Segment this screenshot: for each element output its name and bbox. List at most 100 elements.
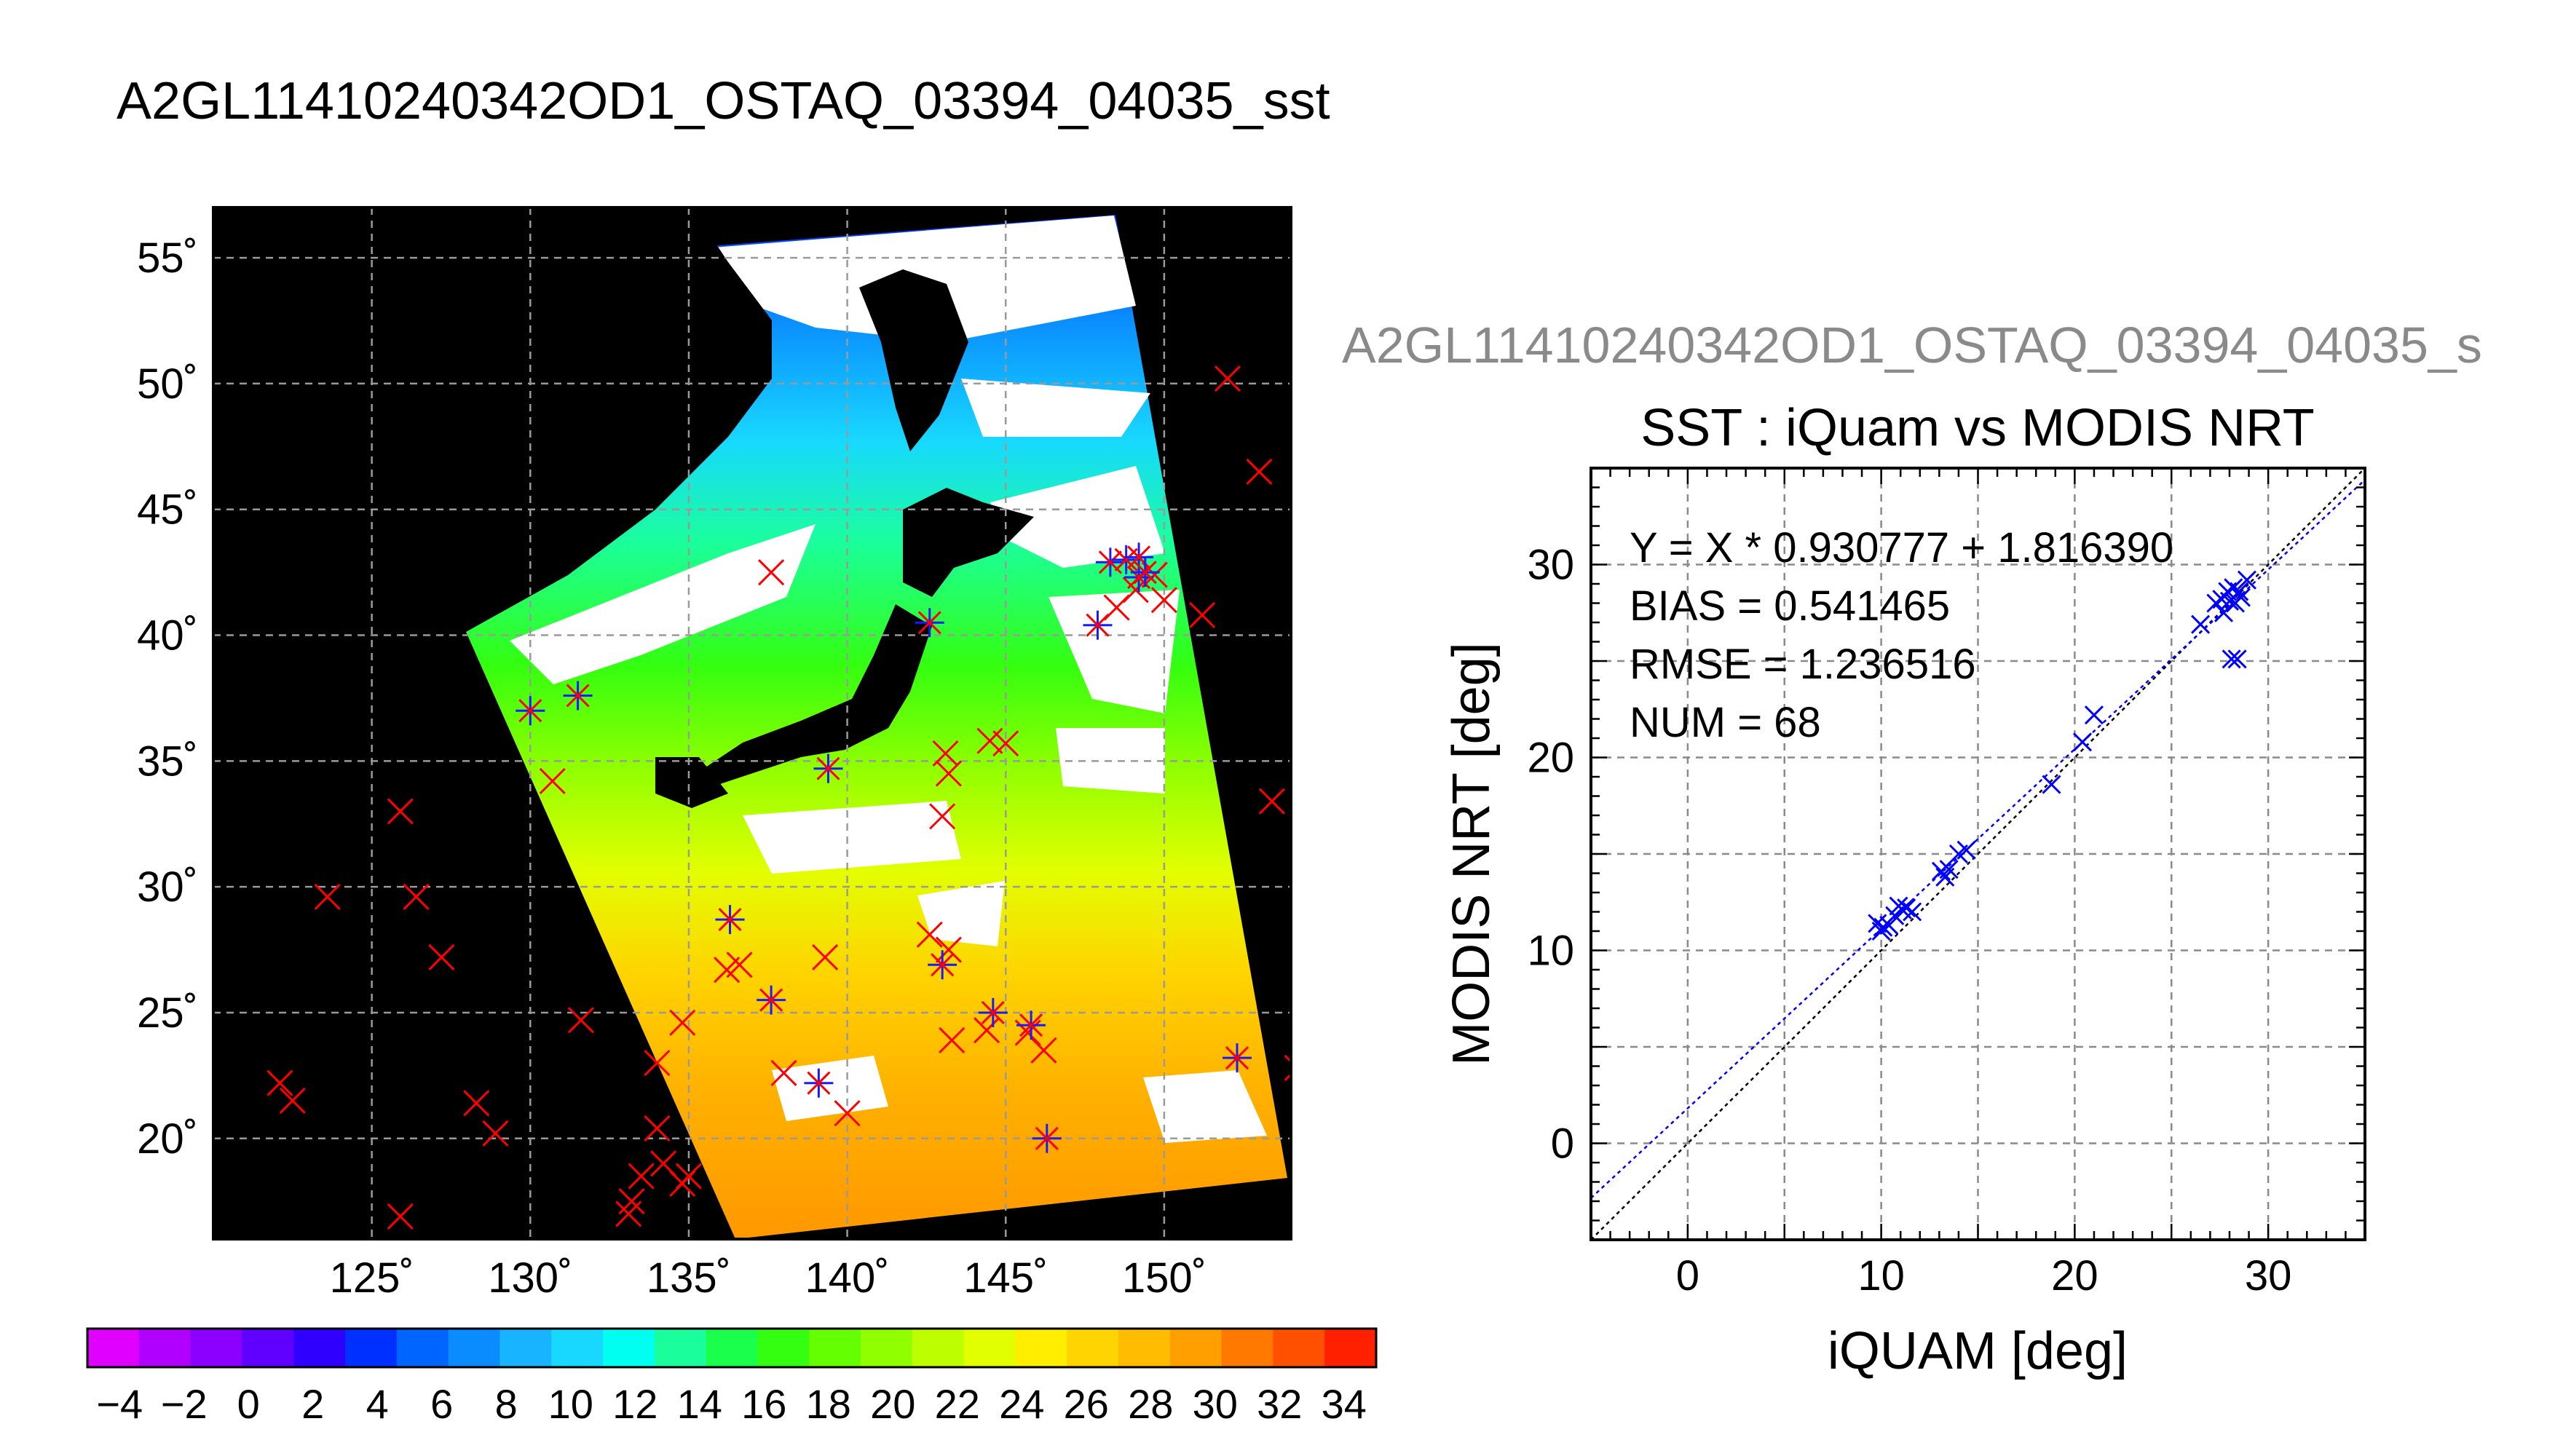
insitu-red-marker: [939, 1026, 965, 1054]
insitu-red-marker: [1214, 365, 1241, 392]
scatter-point: [1871, 921, 1891, 941]
insitu-red-marker: [463, 1090, 490, 1117]
insitu-blue-marker: [915, 608, 944, 638]
scatter-point: [2222, 649, 2241, 669]
colorbar-swatch: [190, 1329, 242, 1367]
stats-rmse: RMSE = 1.236516: [1630, 641, 1976, 688]
colorbar-swatch: [963, 1329, 1016, 1367]
x-axis-label: iQUAM [deg]: [1828, 1322, 2128, 1380]
insitu-red-marker: [1141, 561, 1168, 588]
colorbar-tick-label: 24: [999, 1381, 1044, 1427]
colorbar-swatch: [242, 1329, 294, 1367]
colorbar-swatch: [861, 1329, 913, 1367]
scatter-point: [2191, 614, 2211, 634]
colorbar-tick-label: 22: [935, 1381, 980, 1427]
insitu-red-marker: [482, 1120, 509, 1147]
insitu-red-marker: [387, 798, 414, 825]
scatter-point: [2227, 649, 2247, 669]
scatter-panel: A2GL11410240342OD1_OSTAQ_03394_04035_s S…: [1342, 317, 2482, 1380]
colorbar-tick-label: 18: [806, 1381, 851, 1427]
colorbar-swatch: [706, 1329, 758, 1367]
scatter-point: [2231, 587, 2251, 607]
insitu-red-marker: [932, 740, 959, 767]
insitu-red-marker: [929, 803, 956, 830]
identity-line: [1591, 468, 2365, 1240]
insitu-red-marker: [539, 767, 566, 795]
plot-x-tick-labels: 0 10 20 30: [1676, 1252, 2292, 1299]
map-lon-tick-label: 135˚: [647, 1254, 731, 1302]
scatter-plot-area: [1591, 468, 2365, 1240]
insitu-red-marker: [812, 943, 839, 970]
scatter-point: [1885, 906, 1905, 925]
x-tick-label: 30: [2245, 1252, 2292, 1299]
colorbar-tick-label: 20: [870, 1381, 915, 1427]
scatter-point: [2084, 705, 2104, 725]
insitu-blue-marker: [1016, 1010, 1046, 1040]
colorbar-tick-label: 14: [677, 1381, 722, 1427]
insitu-blue-marker: [1130, 558, 1160, 587]
scatter-point: [2072, 732, 2093, 752]
insitu-red-marker: [628, 1163, 655, 1190]
colorbar-swatch: [1273, 1329, 1325, 1367]
colorbar-swatch: [293, 1329, 346, 1367]
colorbar-tick-label: 26: [1064, 1381, 1109, 1427]
colorbar-tick-label: 6: [430, 1381, 453, 1427]
colorbar-tick-label: 4: [366, 1381, 389, 1427]
insitu-red-marker: [1246, 458, 1273, 485]
insitu-blue-marker: [813, 753, 843, 783]
map-lon-tick-label: 130˚: [488, 1254, 572, 1302]
insitu-blue-marker: [978, 997, 1008, 1027]
insitu-red-marker: [1030, 1037, 1057, 1064]
map-frame: [212, 206, 1292, 1241]
scatter-point: [1939, 860, 1959, 879]
colorbar-frame: [86, 1327, 1378, 1369]
continent-land: [213, 207, 772, 1239]
insitu-red-marker: [992, 730, 1019, 757]
hokkaido-land: [903, 488, 1034, 597]
insitu-red-marker: [403, 883, 430, 911]
scatter-point: [2214, 603, 2234, 622]
insitu-blue-marker: [715, 905, 745, 935]
insitu-blue-marker: [516, 696, 545, 726]
plot-minor-ticks: [1590, 467, 2366, 1241]
colorbar-tick-label: 2: [301, 1381, 324, 1427]
insitu-red-marker: [935, 936, 962, 963]
colorbar-tick-label: 32: [1257, 1381, 1302, 1427]
insitu-red-marker: [1150, 587, 1177, 614]
colorbar-swatch: [396, 1329, 449, 1367]
colorbar-swatch: [757, 1329, 810, 1367]
colorbar-tick-label: 8: [495, 1381, 518, 1427]
x-tick-label: 20: [2051, 1252, 2098, 1299]
colorbar-swatch: [1169, 1329, 1223, 1367]
colorbar-tick-label: −2: [161, 1381, 208, 1427]
scatter-point: [2237, 570, 2256, 590]
x-tick-label: 10: [1857, 1252, 1905, 1299]
land-masses: [213, 207, 1034, 1239]
colorbar-tick-label: 12: [612, 1381, 657, 1427]
map-lat-tick-label: 55˚: [137, 234, 198, 282]
stats-num: NUM = 68: [1630, 699, 1821, 746]
colorbar-swatch: [138, 1329, 191, 1367]
sakhalin-land: [859, 269, 968, 451]
y-tick-label: 0: [1551, 1120, 1574, 1168]
colorbar-swatch: [87, 1329, 140, 1367]
insitu-blue-marker: [804, 1068, 834, 1098]
regression-line: [1591, 479, 2365, 1199]
map-lon-tick-label: 150˚: [1122, 1254, 1207, 1302]
sst-colorbar: −4 −2 0 2 4 6 8 10 12 14 16 18 20 22 24 26 28 30 32 34: [86, 1327, 1378, 1427]
colorbar-tick-label: 10: [548, 1381, 593, 1427]
insitu-red-marker: [1258, 788, 1285, 815]
y-tick-label: 30: [1527, 542, 1574, 589]
x-tick-label: 0: [1676, 1252, 1699, 1299]
stats-regression: Y = X * 0.930777 + 1.816390: [1630, 524, 2173, 571]
colorbar-swatch: [654, 1329, 707, 1367]
colorbar-swatch: [603, 1329, 655, 1367]
scatter-point: [1903, 902, 1922, 922]
map-title: A2GL11410240342OD1_OSTAQ_03394_04035_sst: [117, 72, 1330, 130]
scatter-file-title: A2GL11410240342OD1_OSTAQ_03394_04035_s: [1342, 317, 2482, 373]
colorbar-swatch: [499, 1329, 552, 1367]
insitu-red-marker: [834, 1100, 861, 1127]
insitu-blue-marker: [928, 950, 957, 980]
map-lat-tick-label: 45˚: [137, 486, 198, 534]
